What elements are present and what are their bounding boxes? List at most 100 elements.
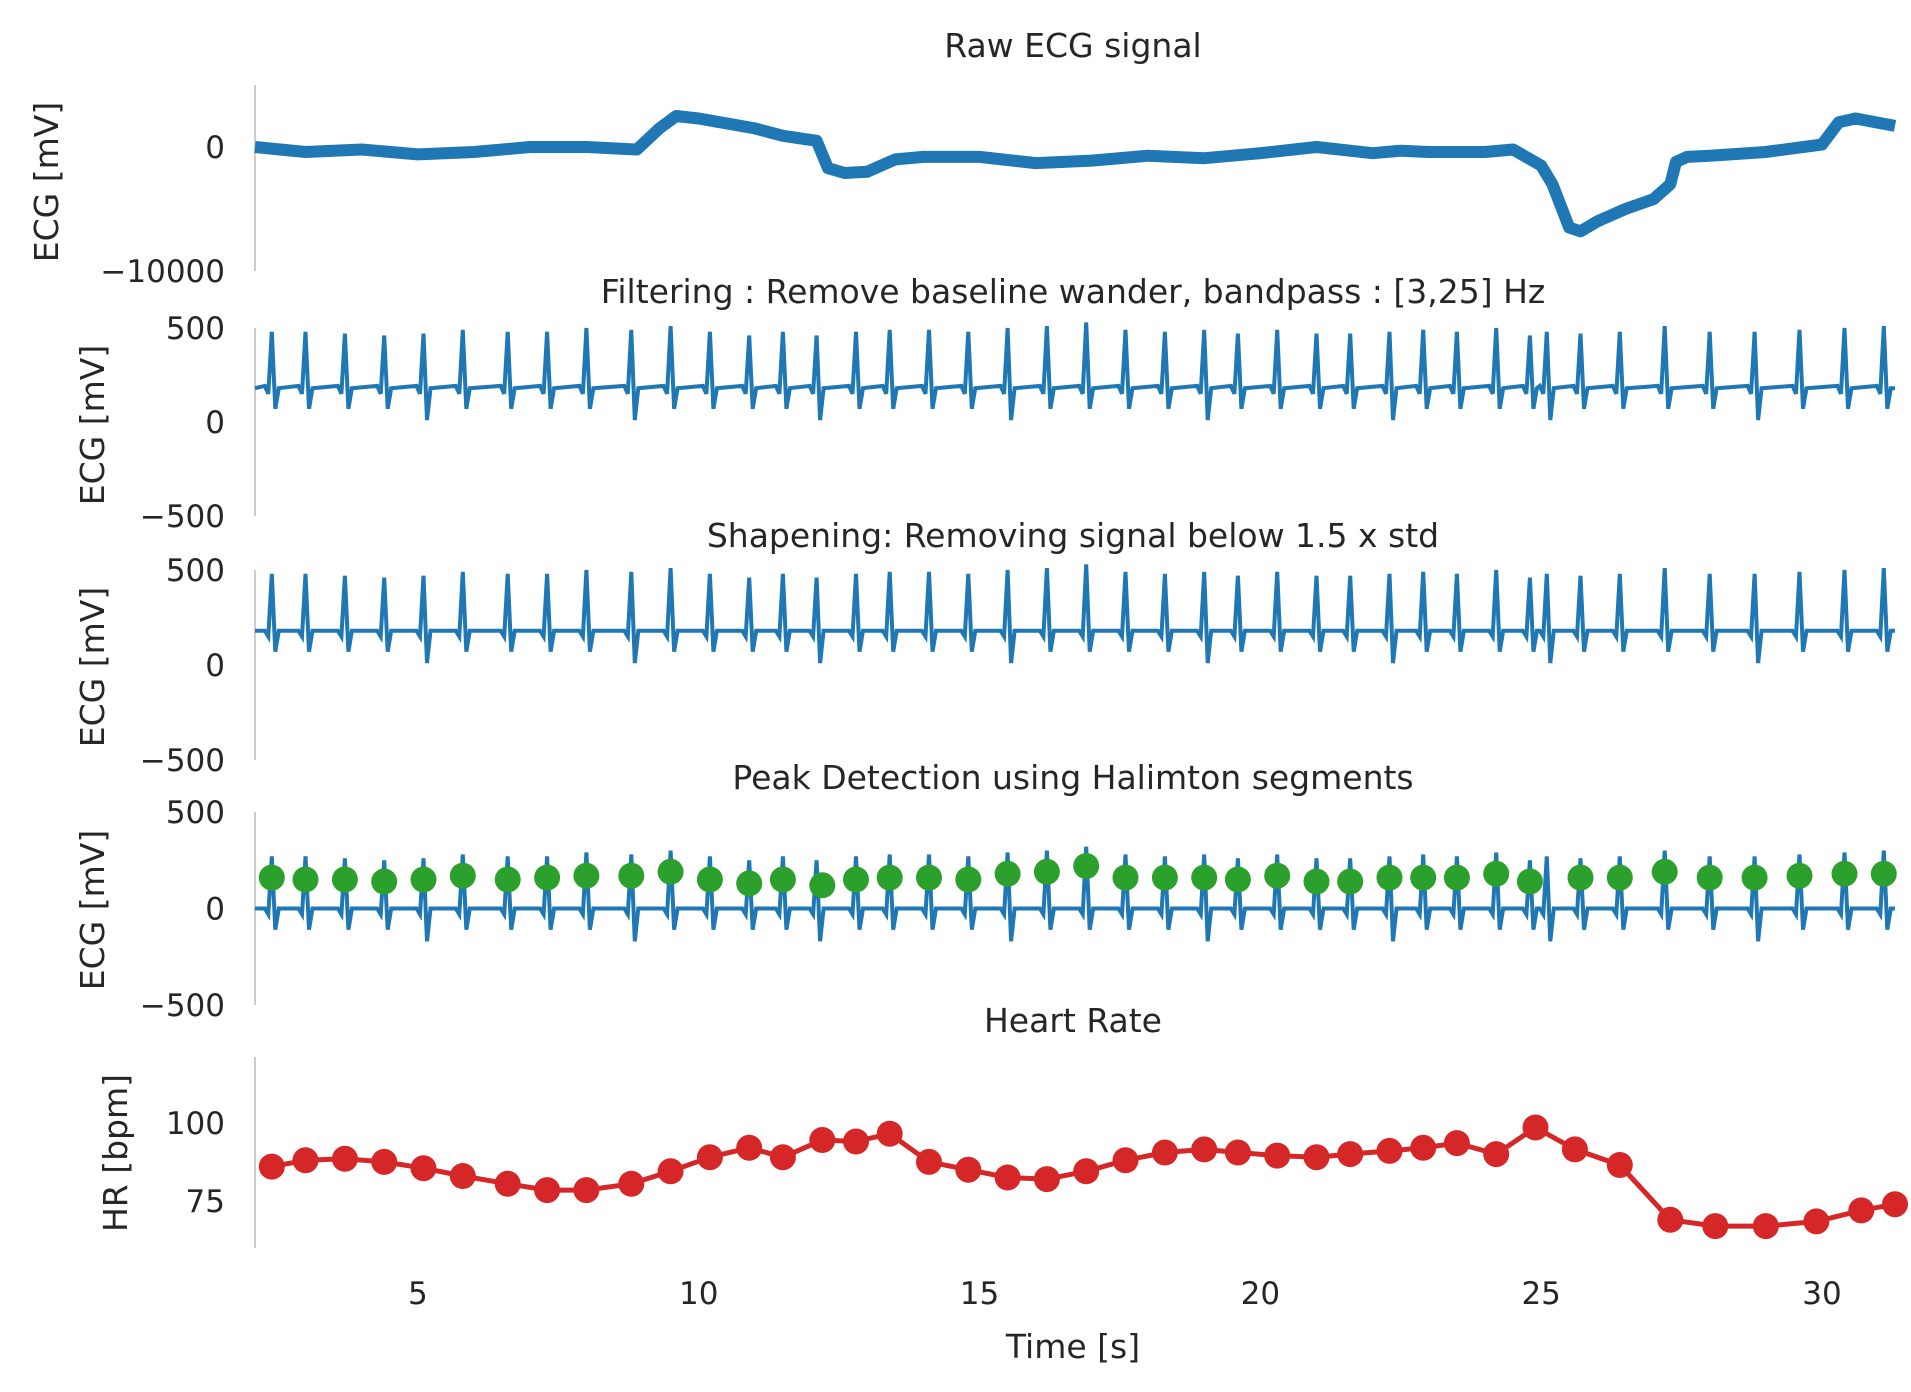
peak-point [955,866,982,893]
peak-point [1112,864,1139,891]
panel-filtered-ecg: Filtering : Remove baseline wander, band… [73,272,1895,535]
y-axis-label: ECG [mV] [27,102,66,262]
peak-point [1073,853,1100,879]
peak-point [1651,858,1678,885]
x-tick-label: 5 [408,1276,428,1312]
x-tick-label: 20 [1241,1276,1280,1312]
y-tick-label: −500 [140,499,225,535]
hr-point [876,1120,903,1147]
peak-point [736,870,763,897]
hr-point [1752,1213,1779,1240]
peak-point [1606,864,1633,891]
peak-point [618,862,645,889]
peak-point [573,862,600,889]
hr-point [1303,1144,1330,1171]
hr-point [1376,1137,1403,1164]
hr-point [258,1153,285,1180]
hr-point [1443,1130,1470,1157]
y-ticks: 500 0 −500 [140,795,225,1024]
peak-point [843,866,869,893]
x-tick-label: 15 [960,1276,999,1312]
x-tick-label: 30 [1802,1276,1841,1312]
y-tick-label: −10000 [100,254,225,290]
hr-point [1112,1147,1139,1174]
peak-point [1870,860,1897,887]
peak-point [292,866,319,893]
hr-point [618,1170,645,1197]
x-axis-label: Time [s] [1005,1327,1140,1366]
panel-title: Heart Rate [984,1001,1162,1040]
peak-point [1696,864,1723,891]
peak-point [1443,864,1470,891]
hr-point [1657,1206,1684,1233]
hr-point [916,1148,942,1175]
peak-point [1303,868,1330,895]
hr-point [1151,1139,1178,1166]
y-ticks: 0 −10000 [100,130,225,290]
y-tick-label: 0 [205,648,225,684]
peak-point [331,866,358,893]
hr-point [494,1170,521,1197]
y-axis-label: ECG [mV] [73,830,112,990]
y-ticks: 100 75 [166,1106,225,1220]
hr-point [371,1148,398,1175]
hr-point [1483,1141,1510,1168]
panel-title: Raw ECG signal [944,26,1201,65]
y-ticks: 500 0 −500 [140,553,225,779]
peak-point [371,868,398,895]
peak-point [1567,864,1594,891]
hr-point [534,1177,561,1204]
panel-raw-ecg: Raw ECG signal ECG [mV] 0 −10000 [27,26,1897,290]
y-tick-label: 500 [166,795,225,831]
peak-point [494,866,521,893]
x-ticks: 5 10 15 20 25 30 [408,1276,1842,1312]
y-tick-label: 75 [186,1184,225,1220]
peak-point [696,866,723,893]
hr-point [1561,1136,1588,1163]
hr-point [449,1163,476,1189]
panel-title: Filtering : Remove baseline wander, band… [601,272,1545,311]
hr-point [1073,1158,1100,1185]
x-tick-label: 25 [1521,1276,1560,1312]
y-ticks: 500 0 −500 [140,311,225,535]
hr-point [1606,1152,1633,1178]
heart-rate-points [258,1114,1908,1240]
peak-point [1224,866,1251,893]
peak-point [876,864,903,891]
y-tick-label: 0 [205,892,225,928]
peak-point [1191,864,1218,891]
hr-point [1337,1141,1364,1168]
y-tick-label: 500 [166,311,225,347]
hr-point [1522,1114,1549,1141]
peak-point [534,864,561,891]
y-tick-label: 100 [166,1106,225,1142]
hr-point [1882,1191,1908,1218]
hr-point [1191,1136,1218,1163]
hr-point [657,1158,684,1185]
hr-point [1848,1197,1875,1224]
hr-point [331,1145,358,1172]
peak-point [1337,868,1364,895]
hr-point [410,1155,437,1182]
y-axis-label: ECG [mV] [73,587,112,747]
hr-point [736,1134,763,1161]
panel-title: Shapening: Removing signal below 1.5 x s… [707,516,1439,555]
peak-point [657,858,684,885]
peak-point [449,862,476,889]
peak-point [916,864,942,891]
panel-peak-detection: Peak Detection using Halimton segments E… [73,758,1897,1024]
hr-point [1803,1208,1830,1235]
peak-point [1516,868,1543,895]
peak-point [809,872,836,899]
panel-sharpened-ecg: Shapening: Removing signal below 1.5 x s… [73,516,1895,779]
y-axis-label: HR [bpm] [96,1074,135,1232]
y-tick-label: 0 [205,405,225,441]
hr-point [809,1127,836,1153]
peak-point [1410,864,1437,891]
filtered-ecg-line [254,322,1895,421]
hr-point [292,1147,319,1174]
peak-point [994,860,1021,887]
hr-point [955,1156,982,1183]
peak-point [1264,862,1291,889]
